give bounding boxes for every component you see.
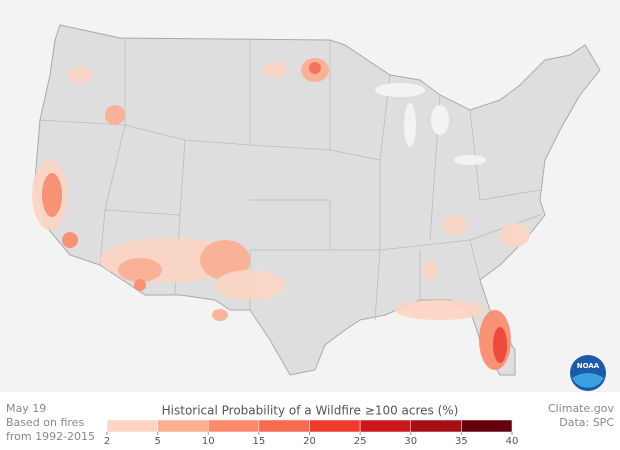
tick-label: 30 [404, 436, 417, 447]
source: Data: SPC [559, 416, 614, 429]
color-bin [359, 419, 411, 433]
tick-label: 15 [253, 436, 266, 447]
colorbar: 2 5 10 15 20 25 30 35 40 [104, 419, 519, 447]
color-bin [106, 419, 158, 433]
map: NOAA [32, 24, 606, 391]
logo-text: NOAA [577, 362, 600, 370]
color-bin [309, 419, 361, 433]
note-line: from 1992-2015 [6, 430, 95, 443]
tick-label: 10 [202, 436, 215, 447]
tick-label: 2 [104, 436, 110, 447]
date: May 19 [6, 402, 46, 415]
color-bin [258, 419, 310, 433]
fire-areas [32, 58, 530, 370]
state-lines [39, 38, 541, 321]
note-line: Based on fires [6, 416, 84, 429]
color-bin [461, 419, 513, 433]
tick-label: 25 [354, 436, 367, 447]
tick-label: 20 [303, 436, 316, 447]
legend-title: Historical Probability of a Wildfire ≥10… [162, 404, 459, 418]
lakes [375, 83, 486, 165]
tick-label: 40 [506, 436, 519, 447]
color-bin [410, 419, 462, 433]
color-bin [157, 419, 209, 433]
noaa-logo: NOAA [570, 355, 606, 391]
color-bin [208, 419, 260, 433]
tick-label: 5 [154, 436, 160, 447]
tick-label: 35 [455, 436, 468, 447]
credit: Climate.gov [548, 402, 615, 415]
